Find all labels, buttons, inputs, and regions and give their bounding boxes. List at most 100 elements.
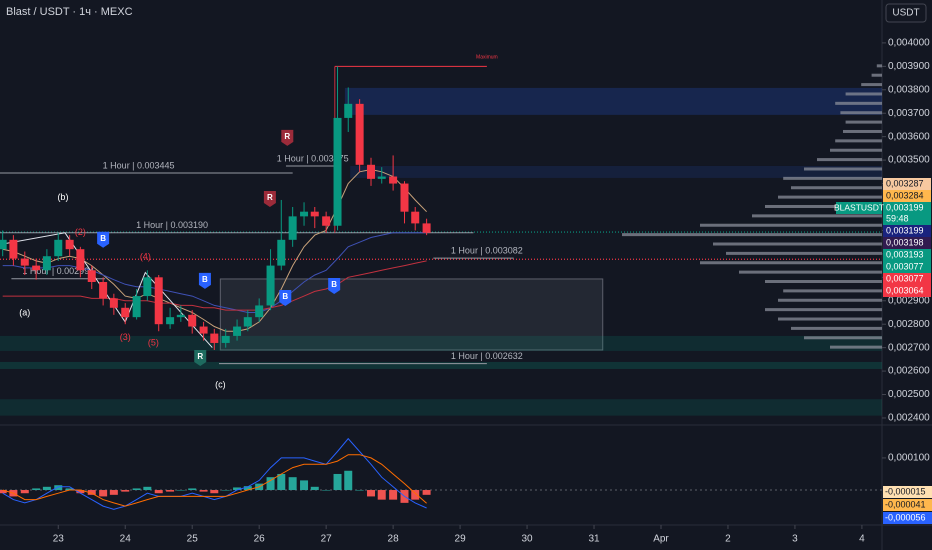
candle-body [99, 282, 108, 299]
profile-bar [622, 233, 882, 237]
y-tick-label: 0,002700 [888, 342, 930, 353]
histogram-bar [389, 490, 398, 500]
x-tick-label: 23 [53, 534, 65, 545]
histogram-bar [0, 490, 7, 494]
up-arrow [472, 262, 484, 278]
candle-body [255, 305, 264, 318]
histogram-bar [277, 473, 286, 491]
signal-marker [263, 191, 276, 208]
histogram-bar [210, 490, 219, 494]
candle-body [243, 317, 252, 327]
y-tick-label: 0,003900 [888, 61, 930, 72]
wave-label: (a) [19, 307, 30, 317]
candle-body [76, 249, 85, 271]
profile-bar [752, 214, 882, 218]
profile-bar [843, 129, 882, 133]
profile-bar [861, 83, 882, 87]
candle-body [109, 298, 118, 308]
candle-body [0, 239, 7, 250]
histogram-bar [121, 490, 130, 492]
candle-body [233, 326, 242, 336]
y-tick-label: 0,003800 [888, 84, 930, 95]
currency-label[interactable]: USDT [892, 8, 919, 19]
histogram-bar [377, 490, 386, 500]
price-badge-label: 0,003077 [886, 261, 924, 271]
profile-bar [783, 176, 882, 180]
y-tick-label: 0,003700 [888, 108, 930, 119]
candle-body [344, 103, 353, 118]
wave-label: (c) [215, 379, 226, 389]
signal-marker [279, 289, 292, 306]
profile-bar [830, 345, 882, 349]
moving-average [2, 260, 427, 311]
x-tick-label: 25 [187, 534, 199, 545]
histogram-bar [333, 473, 342, 491]
histogram-bar [243, 486, 252, 491]
candle-body [333, 117, 342, 226]
histogram-bar [188, 488, 197, 491]
candle-body [20, 258, 29, 266]
level-label: 1 Hour | 0.003475 [277, 153, 349, 163]
x-tick-label: 29 [455, 534, 467, 545]
histogram-bar [20, 490, 29, 494]
signal-marker [194, 349, 207, 366]
level-label: 1 Hour | 0.002994 [22, 266, 94, 276]
price-badge-label: 0,003064 [886, 285, 924, 295]
signal-label: R [197, 352, 203, 361]
x-tick-label: 27 [321, 534, 333, 545]
candle-body [154, 277, 163, 325]
candle-body [266, 265, 275, 306]
symbol-label: BLASTUSDT [834, 202, 884, 212]
x-tick-label: 2 [725, 534, 731, 545]
signal-marker [198, 272, 211, 289]
y-tick-label: 0,002500 [888, 389, 930, 400]
candle-body [132, 296, 141, 318]
candle-body [188, 314, 197, 327]
price-badge [883, 261, 931, 273]
profile-bar [700, 223, 882, 227]
y-tick-label: 0,002600 [888, 366, 930, 377]
histogram-bar [288, 477, 297, 491]
zone [0, 361, 882, 369]
circle-marker [281, 147, 293, 159]
profile-bar [791, 326, 882, 330]
candle-body [277, 239, 286, 266]
histogram-bar [154, 490, 163, 494]
candle-body [377, 176, 386, 179]
indicator-line [2, 454, 427, 507]
histogram-bar [411, 490, 420, 500]
profile-bar [845, 120, 882, 124]
profile-bar [830, 148, 882, 152]
currency-button[interactable] [885, 3, 927, 23]
profile-bar [817, 158, 882, 162]
profile-bar [778, 317, 882, 321]
wave-label: (2) [75, 227, 86, 237]
candle-body [367, 164, 376, 179]
candle-body [143, 277, 152, 297]
histogram-bar [132, 488, 141, 491]
y-tick-label: 0,003500 [888, 155, 930, 166]
price-badge-label: 0,003199 [886, 202, 924, 212]
price-badge-label: 0,003077 [886, 273, 924, 283]
indicator-badge [883, 486, 932, 498]
profile-bar [700, 261, 882, 265]
histogram-bar [65, 488, 74, 491]
profile-bar [783, 289, 882, 293]
wave-label: (4) [140, 251, 151, 261]
chart-title: Blast / USDT · 1ч · MEXC [6, 6, 133, 18]
histogram-bar [355, 490, 364, 491]
x-tick-label: Apr [653, 534, 669, 545]
profile-bar [765, 308, 882, 312]
x-tick-label: 31 [588, 534, 600, 545]
price-badge [883, 178, 931, 190]
up-arrow [472, 236, 484, 252]
histogram-bar [143, 486, 152, 491]
candle-body [176, 314, 185, 318]
indicator-badge-label: -0,000015 [885, 486, 926, 496]
histogram-bar [166, 490, 175, 492]
price-badge [883, 273, 931, 285]
indicator-badge [883, 499, 932, 511]
candle-body [389, 176, 398, 184]
